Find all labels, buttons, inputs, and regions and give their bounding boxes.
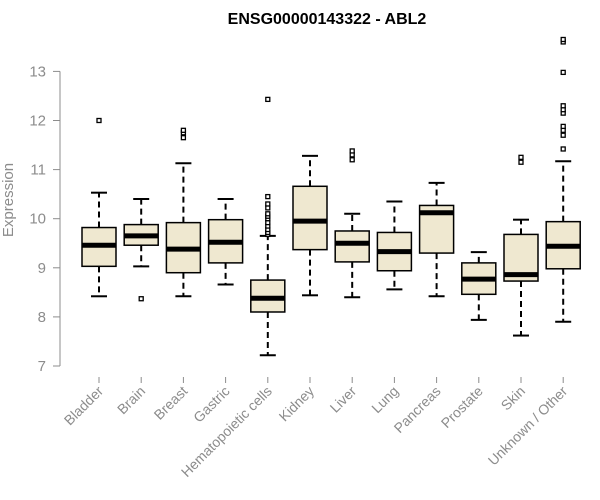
x-tick-label: Unknown / Other xyxy=(485,383,571,469)
x-tick-label: Skin xyxy=(498,383,529,414)
x-tick-label: Liver xyxy=(327,383,360,416)
y-tick-label: 7 xyxy=(38,358,46,375)
box-group xyxy=(376,200,413,291)
outlier-point xyxy=(265,201,271,207)
box-group xyxy=(461,251,497,321)
box-group xyxy=(545,36,581,323)
x-tick-label: Prostate xyxy=(438,383,486,431)
outlier-point xyxy=(518,154,524,160)
x-tick-label: Brain xyxy=(114,383,148,417)
outlier-point xyxy=(560,103,566,109)
x-tick-label: Pancreas xyxy=(391,383,444,436)
y-tick-label: 10 xyxy=(29,211,46,228)
outlier-point xyxy=(96,117,102,124)
chart-title: ENSG00000143322 - ABL2 xyxy=(228,11,427,28)
y-axis-label: Expression xyxy=(0,163,17,237)
y-tick-label: 12 xyxy=(29,113,46,130)
box-group xyxy=(123,198,159,302)
iqr-box xyxy=(334,230,370,263)
x-tick-label: Kidney xyxy=(276,383,318,425)
y-tick-label: 13 xyxy=(29,63,46,80)
outlier-point xyxy=(265,193,271,200)
y-tick-label: 8 xyxy=(38,309,46,326)
plot-area xyxy=(81,36,581,357)
outlier-point xyxy=(349,157,355,163)
box-group xyxy=(165,127,202,298)
outlier-point xyxy=(560,36,566,43)
y-tick-label: 9 xyxy=(38,260,46,277)
box-group xyxy=(250,96,286,357)
outlier-point xyxy=(138,296,144,302)
box-group xyxy=(418,181,455,298)
box-group xyxy=(81,117,117,298)
box-group xyxy=(503,154,539,337)
x-tick-label: Lung xyxy=(368,383,401,416)
box-group xyxy=(207,198,244,286)
x-tick-label: Bladder xyxy=(61,383,107,429)
outlier-point xyxy=(265,96,271,103)
box-group xyxy=(334,148,370,299)
outlier-point xyxy=(518,159,524,165)
outlier-point xyxy=(180,127,187,133)
box-group xyxy=(292,154,328,297)
outlier-point xyxy=(560,132,566,138)
outlier-point xyxy=(180,135,187,141)
outlier-point xyxy=(560,146,566,152)
iqr-box xyxy=(292,185,328,251)
outlier-point xyxy=(560,69,566,76)
outlier-point xyxy=(349,148,355,154)
x-tick-label: Breast xyxy=(151,383,191,423)
y-axis: 7 8 9 10 11 12 13 xyxy=(29,63,61,375)
outlier-point xyxy=(265,211,271,217)
y-tick-label: 11 xyxy=(30,162,46,179)
outlier-point xyxy=(560,123,566,130)
